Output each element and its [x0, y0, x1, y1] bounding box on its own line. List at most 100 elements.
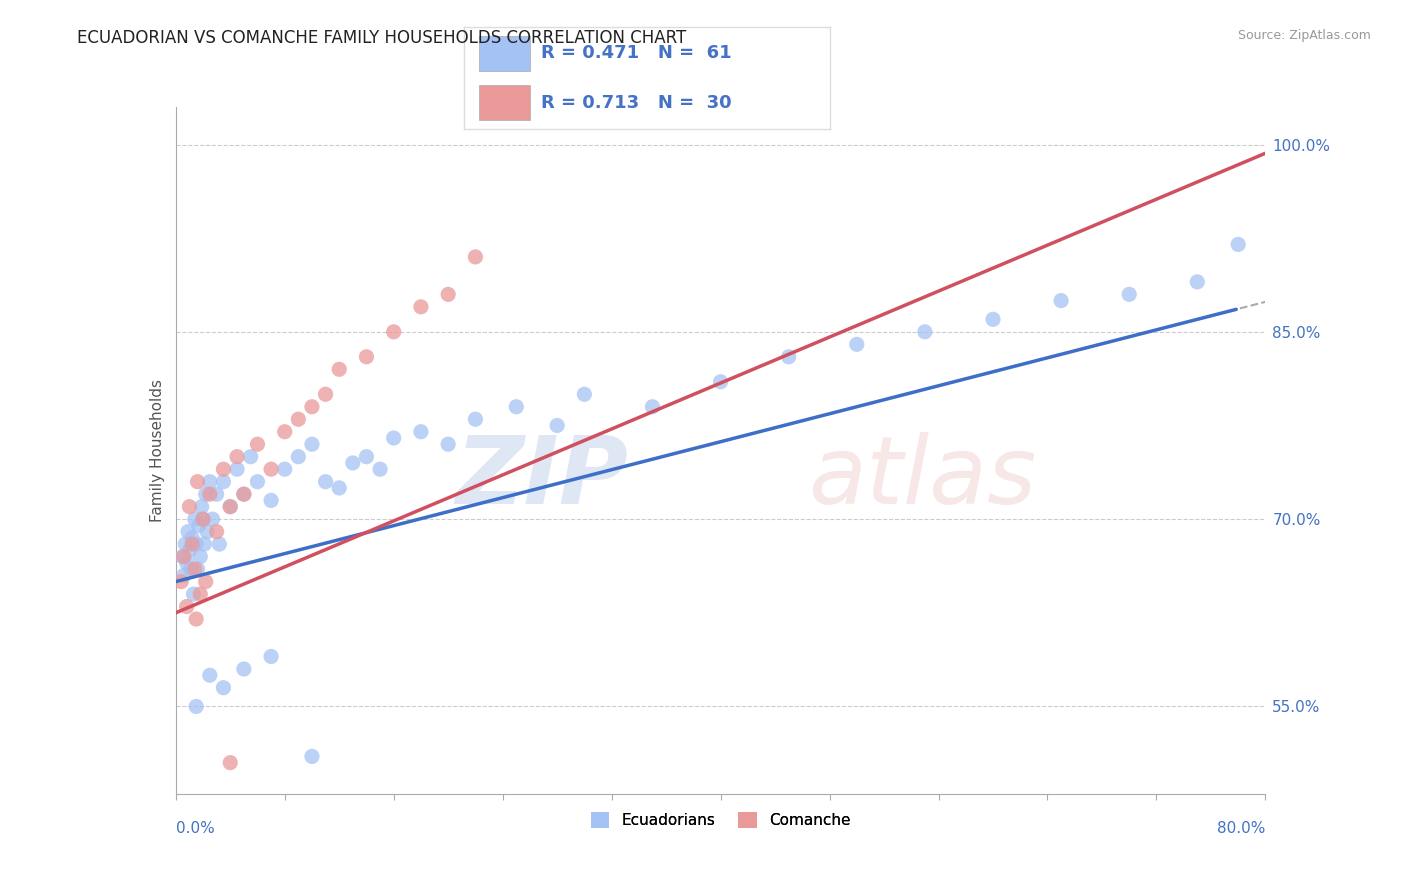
Point	[174, 537, 197, 551]
Bar	[478, 86, 530, 120]
Point	[187, 518, 209, 533]
Point	[356, 350, 378, 364]
Point	[190, 500, 212, 514]
Point	[287, 450, 309, 464]
Point	[301, 749, 323, 764]
Point	[232, 487, 254, 501]
Text: ZIP: ZIP	[456, 432, 628, 524]
Point	[287, 412, 309, 426]
Point	[315, 475, 337, 489]
Point	[180, 562, 202, 576]
Point	[274, 425, 297, 439]
Point	[1187, 275, 1209, 289]
Point	[198, 475, 221, 489]
Point	[205, 487, 228, 501]
Point	[505, 400, 527, 414]
Point	[328, 362, 350, 376]
Point	[184, 562, 207, 576]
Point	[186, 475, 209, 489]
Point	[641, 400, 664, 414]
Point	[172, 549, 194, 564]
Point	[188, 587, 211, 601]
Point	[232, 487, 254, 501]
Point	[183, 587, 205, 601]
Point	[382, 431, 405, 445]
Point	[179, 543, 201, 558]
Point	[186, 562, 209, 576]
Point	[464, 250, 486, 264]
Point	[382, 325, 405, 339]
Point	[201, 512, 224, 526]
Point	[198, 487, 221, 501]
Point	[710, 375, 733, 389]
Point	[301, 437, 323, 451]
Point	[409, 300, 432, 314]
Point	[464, 412, 486, 426]
Text: 0.0%: 0.0%	[176, 821, 215, 836]
Text: ECUADORIAN VS COMANCHE FAMILY HOUSEHOLDS CORRELATION CHART: ECUADORIAN VS COMANCHE FAMILY HOUSEHOLDS…	[77, 29, 686, 46]
Point	[226, 462, 249, 476]
Point	[208, 537, 231, 551]
Point	[173, 568, 195, 582]
Point	[778, 350, 800, 364]
Point	[274, 462, 297, 476]
Point	[184, 512, 207, 526]
Point	[342, 456, 364, 470]
Text: R = 0.713   N =  30: R = 0.713 N = 30	[541, 94, 731, 112]
Point	[188, 549, 211, 564]
Point	[1118, 287, 1140, 301]
Point	[260, 493, 283, 508]
Text: R = 0.471   N =  61: R = 0.471 N = 61	[541, 45, 731, 62]
Point	[246, 475, 269, 489]
Point	[186, 612, 208, 626]
Point	[219, 500, 242, 514]
Point	[198, 668, 221, 682]
Point	[232, 662, 254, 676]
Point	[1050, 293, 1073, 308]
Point	[195, 524, 218, 539]
Text: Source: ZipAtlas.com: Source: ZipAtlas.com	[1237, 29, 1371, 42]
Point	[574, 387, 596, 401]
Point	[186, 537, 208, 551]
Point	[845, 337, 868, 351]
Point	[194, 574, 217, 589]
Legend: Ecuadorians, Comanche: Ecuadorians, Comanche	[585, 806, 856, 834]
Point	[409, 425, 432, 439]
Point	[546, 418, 568, 433]
Text: atlas: atlas	[807, 433, 1036, 524]
Point	[212, 462, 235, 476]
Point	[315, 387, 337, 401]
Point	[191, 512, 214, 526]
Point	[170, 574, 193, 589]
Point	[181, 537, 204, 551]
Point	[914, 325, 936, 339]
Bar	[478, 36, 530, 70]
Point	[193, 537, 215, 551]
Point	[301, 400, 323, 414]
Point	[226, 450, 249, 464]
Point	[212, 475, 235, 489]
Point	[981, 312, 1004, 326]
Point	[179, 500, 201, 514]
Point	[437, 287, 460, 301]
Point	[260, 649, 283, 664]
Point	[260, 462, 283, 476]
Point	[205, 524, 228, 539]
Point	[194, 487, 217, 501]
Point	[191, 512, 214, 526]
Point	[356, 450, 378, 464]
Point	[368, 462, 391, 476]
Point	[212, 681, 235, 695]
Point	[173, 549, 195, 564]
Point	[239, 450, 262, 464]
Point	[176, 556, 198, 570]
Point	[246, 437, 269, 451]
Point	[181, 531, 204, 545]
Point	[219, 756, 242, 770]
Point	[186, 699, 208, 714]
Point	[437, 437, 460, 451]
Point	[328, 481, 350, 495]
Point	[177, 524, 200, 539]
Point	[176, 599, 198, 614]
Point	[1227, 237, 1250, 252]
